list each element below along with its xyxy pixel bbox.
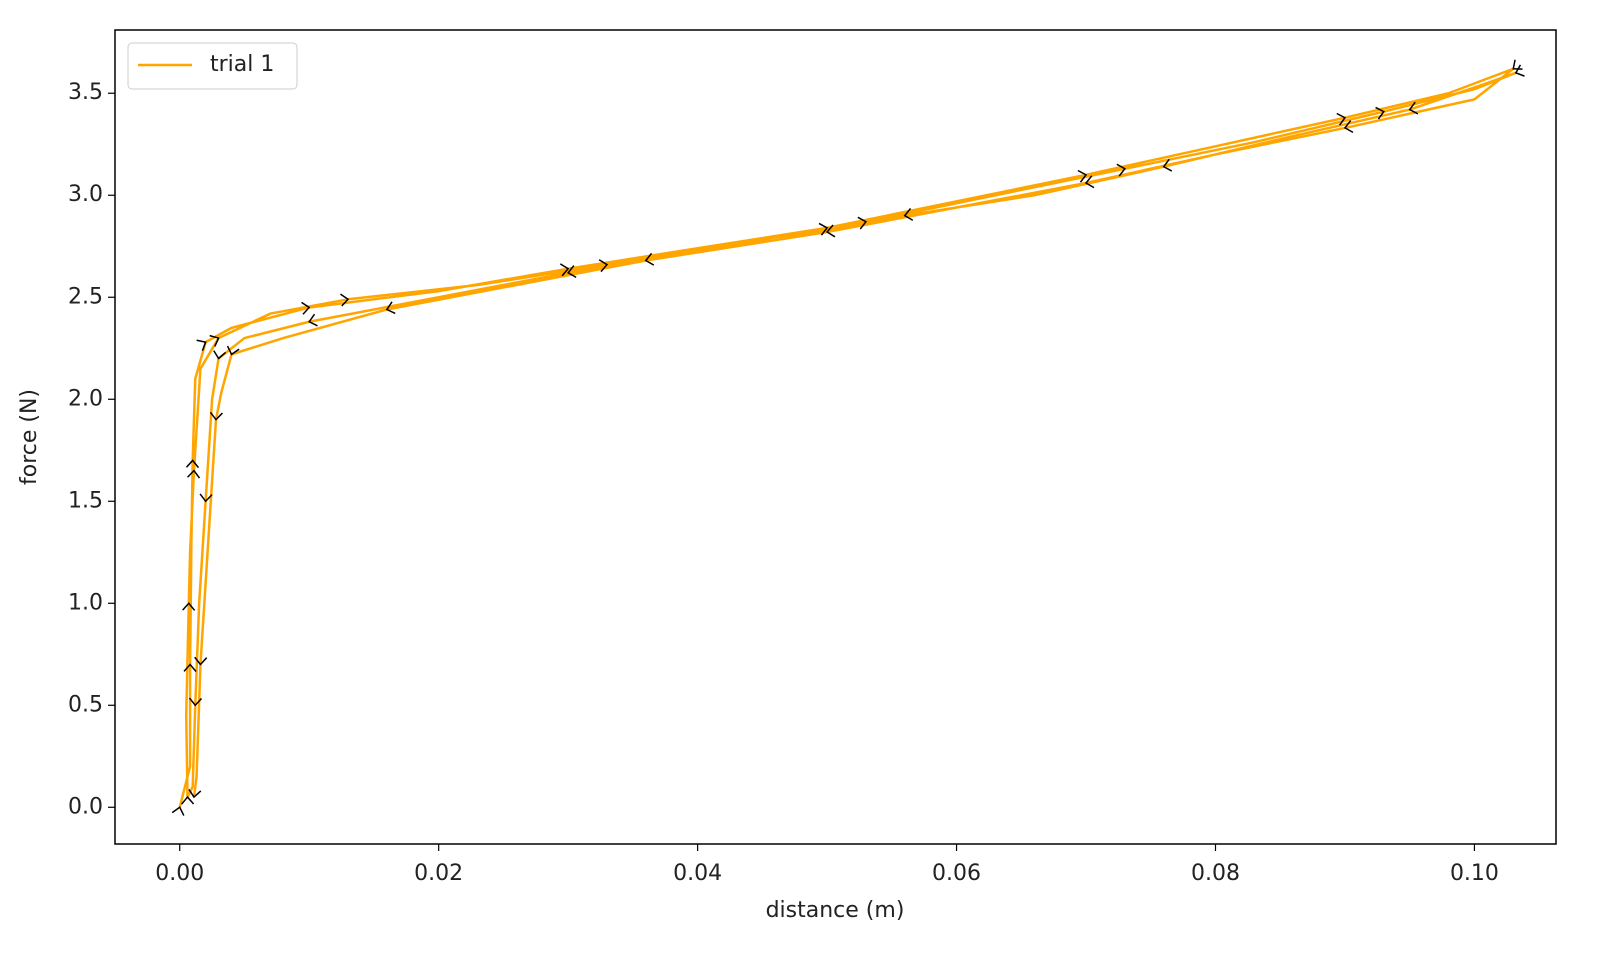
direction-marker bbox=[1512, 59, 1523, 70]
direction-marker bbox=[187, 469, 201, 479]
direction-marker bbox=[644, 252, 655, 266]
direction-marker bbox=[308, 313, 318, 327]
direction-marker bbox=[1514, 64, 1525, 77]
direction-marker bbox=[385, 301, 396, 315]
data-line bbox=[178, 67, 1518, 808]
direction-marker bbox=[903, 207, 914, 221]
direction-marker bbox=[182, 602, 196, 611]
direction-marker bbox=[199, 493, 213, 503]
direction-marker bbox=[598, 259, 609, 273]
y-tick-label: 0.0 bbox=[68, 794, 103, 819]
legend-label: trial 1 bbox=[210, 52, 274, 77]
direction-marker bbox=[1077, 169, 1088, 183]
direction-marker bbox=[188, 697, 203, 707]
direction-marker bbox=[226, 345, 240, 356]
direction-marker bbox=[1084, 175, 1095, 189]
x-tick-label: 0.06 bbox=[932, 861, 981, 886]
direction-marker bbox=[1336, 112, 1347, 126]
plot-frame bbox=[114, 29, 1557, 845]
y-axis-label: force (N) bbox=[17, 389, 42, 485]
legend-box bbox=[127, 42, 298, 90]
direction-marker bbox=[1343, 120, 1354, 134]
y-tick-label: 3.5 bbox=[68, 80, 103, 105]
direction-marker bbox=[209, 411, 223, 421]
y-tick-label: 3.0 bbox=[68, 182, 103, 207]
direction-marker bbox=[1375, 106, 1385, 120]
x-axis-label: distance (m) bbox=[766, 898, 905, 923]
direction-marker bbox=[185, 459, 200, 469]
direction-marker bbox=[301, 301, 311, 315]
direction-marker bbox=[1116, 163, 1126, 177]
x-tick-label: 0.04 bbox=[673, 861, 722, 886]
direction-marker bbox=[171, 806, 185, 816]
y-tick-label: 0.5 bbox=[68, 692, 103, 717]
x-tick-label: 0.08 bbox=[1191, 861, 1240, 886]
direction-marker bbox=[825, 224, 836, 238]
y-tick-label: 1.0 bbox=[68, 590, 103, 615]
direction-marker bbox=[1162, 158, 1173, 172]
x-tick-label: 0.00 bbox=[155, 861, 204, 886]
x-tick-label: 0.10 bbox=[1450, 861, 1499, 886]
direction-marker bbox=[209, 334, 220, 347]
direction-marker bbox=[194, 656, 208, 666]
y-tick-label: 2.5 bbox=[68, 284, 103, 309]
direction-marker bbox=[559, 263, 570, 277]
x-tick-label: 0.02 bbox=[414, 861, 463, 886]
direction-marker bbox=[340, 293, 350, 307]
direction-marker bbox=[196, 339, 207, 352]
direction-marker bbox=[188, 788, 202, 799]
direction-marker bbox=[181, 795, 195, 805]
direction-marker bbox=[183, 663, 197, 673]
y-tick-label: 2.0 bbox=[68, 386, 103, 411]
y-tick-label: 1.5 bbox=[68, 488, 103, 513]
direction-marker bbox=[1408, 101, 1419, 115]
direction-marker bbox=[213, 350, 227, 360]
direction-marker bbox=[567, 265, 577, 279]
direction-marker bbox=[857, 216, 868, 230]
direction-marker bbox=[818, 222, 829, 236]
